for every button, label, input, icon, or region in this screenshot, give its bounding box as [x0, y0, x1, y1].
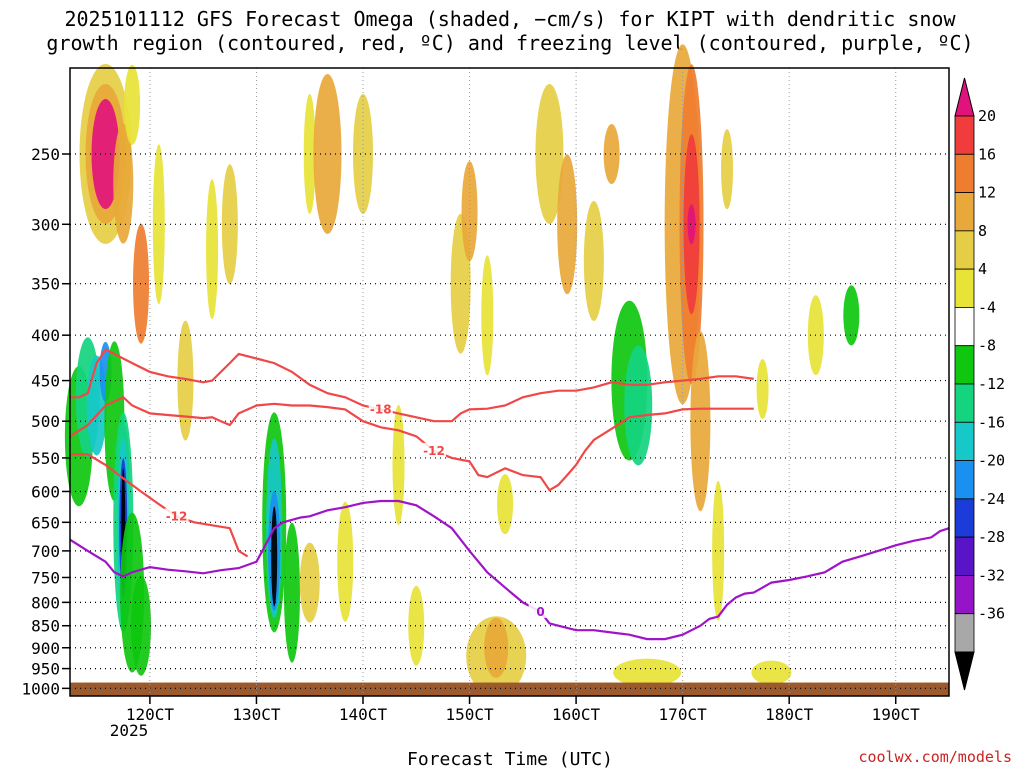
x-tick-label: 170CT — [659, 705, 708, 724]
colorbar-label: -24 — [978, 490, 1005, 508]
x-tick-label: 150CT — [445, 705, 494, 724]
colorbar-label: -16 — [978, 413, 1005, 431]
y-tick-label: 1000 — [21, 679, 60, 698]
colorbar-label: 12 — [978, 184, 996, 202]
colorbar-label: 20 — [978, 107, 996, 125]
colorbar-box — [954, 345, 975, 385]
colorbar-label: -12 — [978, 375, 1005, 393]
y-tick-label: 350 — [31, 275, 60, 294]
contour-label: 0 — [536, 605, 544, 619]
colorbar-box — [954, 498, 975, 538]
colorbar-box — [954, 575, 975, 615]
colorbar-label: -8 — [978, 337, 996, 355]
y-tick-label: 750 — [31, 568, 60, 587]
colorbar-label: -4 — [978, 298, 996, 316]
colorbar-box — [954, 383, 975, 423]
colorbar-box — [954, 536, 975, 576]
chart-title-line-1: 2025101112 GFS Forecast Omega (shaded, −… — [64, 7, 956, 31]
y-tick-label: 400 — [31, 326, 60, 345]
colorbar-label: -36 — [978, 605, 1005, 623]
colorbar-label: -32 — [978, 566, 1005, 584]
y-tick-label: 850 — [31, 617, 60, 636]
x-axis-label: Forecast Time (UTC) — [407, 749, 613, 768]
colorbar: 20 16 12 8 4 -4 -8 -12 -16 -20 -24 -28 -32 -36 — [954, 77, 1005, 691]
x-axis-ticks: 120CT 130CT 140CT 150CT 160CT 170CT 180CT 190CT — [126, 696, 920, 724]
x-tick-label: 160CT — [552, 705, 601, 724]
y-tick-label: 900 — [31, 639, 60, 658]
y-tick-label: 650 — [31, 513, 60, 532]
x-tick-label: 130CT — [232, 705, 281, 724]
plot-frame — [69, 67, 950, 697]
colorbar-bottom-arrow — [954, 651, 975, 691]
contour-label: -12 — [423, 444, 445, 458]
colorbar-label: -28 — [978, 528, 1005, 546]
colorbar-box — [954, 192, 975, 232]
contour-label: -12 — [166, 509, 188, 523]
colorbar-box — [954, 153, 975, 193]
credit-text: coolwx.com/models — [858, 748, 1012, 766]
colorbar-box — [954, 268, 975, 308]
omega-shading — [64, 44, 860, 697]
x-tick-label: 180CT — [765, 705, 814, 724]
contour-label-bg — [422, 442, 447, 457]
contour-label: -18 — [370, 402, 392, 416]
y-tick-label: 950 — [31, 660, 60, 679]
colorbar-top-arrow — [954, 77, 975, 117]
x-tick-label: 140CT — [339, 705, 388, 724]
surface-ground — [70, 682, 949, 696]
y-tick-label: 250 — [31, 145, 60, 164]
y-axis-ticks: 250 300 350 400 450 500 550 600 650 700 750 800 850 9… — [21, 145, 70, 698]
y-tick-label: 300 — [31, 215, 60, 234]
colorbar-label: 16 — [978, 145, 996, 163]
x-tick-label: 120CT — [126, 705, 175, 724]
colorbar-label: 8 — [978, 222, 987, 240]
contour-line — [70, 453, 249, 558]
x-tick-label: 190CT — [872, 705, 921, 724]
y-tick-label: 700 — [31, 542, 60, 561]
chart-title-line-2: growth region (contoured, red, ºC) and f… — [46, 31, 973, 55]
grid-lines — [70, 68, 949, 696]
y-tick-label: 450 — [31, 372, 60, 391]
colorbar-box — [954, 460, 975, 500]
contour-label-bg — [368, 401, 393, 416]
contour-label-bg — [164, 508, 189, 523]
colorbar-box — [954, 421, 975, 461]
x-axis-subtitle: 2025 — [110, 721, 149, 740]
y-tick-label: 550 — [31, 449, 60, 468]
y-tick-label: 800 — [31, 593, 60, 612]
colorbar-box — [954, 230, 975, 270]
colorbar-label: -20 — [978, 452, 1005, 470]
y-tick-label: 500 — [31, 412, 60, 431]
contour-lines: -18 -12 -12 0 — [69, 347, 950, 641]
colorbar-label: 4 — [978, 260, 987, 278]
y-tick-label: 600 — [31, 482, 60, 501]
contour-label-bg — [528, 603, 553, 618]
colorbar-box — [954, 115, 975, 155]
colorbar-box — [954, 613, 975, 653]
colorbar-box — [954, 307, 975, 347]
